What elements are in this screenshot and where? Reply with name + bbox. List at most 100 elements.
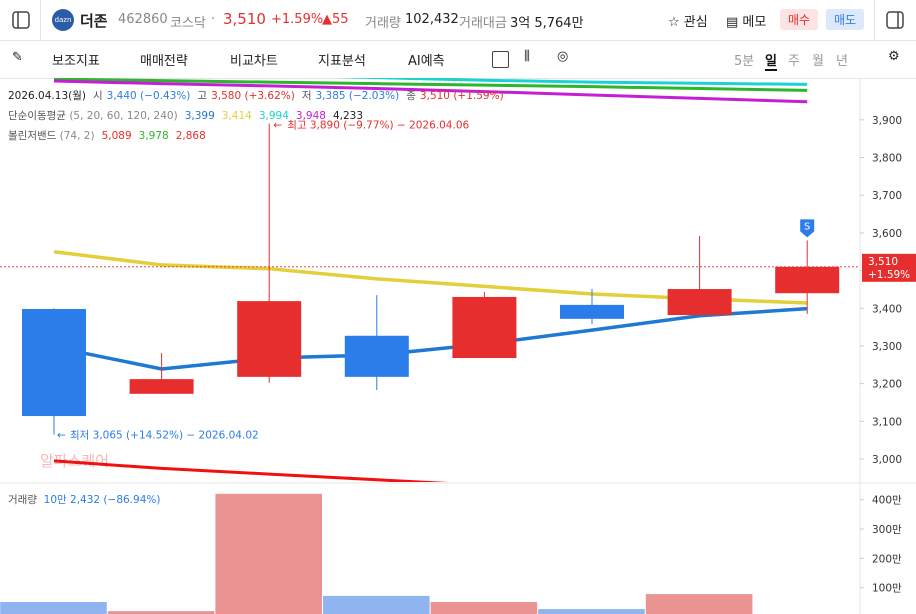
y-tick-label: 3,300 — [872, 341, 902, 353]
memo-label: 메모 — [742, 15, 767, 30]
volume-legend: 거래량 10만 2,432 (−86.94%) — [8, 492, 160, 507]
volume-value: 10만 2,432 (−86.94%) — [43, 494, 161, 506]
line-series — [53, 306, 808, 371]
bb-name: 볼린저밴드 — [8, 130, 57, 142]
bb-value: 5,089 — [101, 130, 132, 142]
line-series — [53, 79, 808, 104]
price-tag-value: 3,510 — [868, 256, 898, 268]
divider — [874, 0, 875, 40]
ma-value: 4,233 — [332, 110, 364, 122]
bb-legend: 볼린저밴드 (74, 2) 5,089 3,978 2,868 — [8, 128, 206, 143]
ma-value: 3,399 — [184, 110, 215, 122]
panel-icon[interactable] — [886, 11, 904, 29]
bb-value: 2,868 — [175, 130, 206, 142]
volume-bar — [430, 602, 538, 614]
period-tab[interactable]: 년 — [836, 54, 848, 69]
annotation-high: 최고 3,890 (−9.77%) − 2026.04.06 — [287, 120, 469, 132]
period-tab[interactable]: 일 — [765, 50, 777, 71]
volume-plot — [0, 493, 860, 614]
y-tick-label: 3,000 — [872, 454, 902, 466]
settings[interactable]: ⚙ — [888, 49, 900, 64]
period-tab[interactable]: 월 — [812, 54, 824, 69]
sidebar-icon[interactable] — [12, 11, 30, 29]
ma-legend: 단순이동평균 (5, 20, 60, 120, 240) 3,399 3,414 3,… — [8, 108, 363, 123]
watch-button[interactable]: ☆ 관심 — [668, 15, 708, 30]
change-pct: +1.59% — [271, 12, 324, 27]
toolbar-item[interactable]: 보조지표 — [52, 54, 100, 69]
ma-params: (5, 20, 60, 120, 240) — [69, 110, 178, 122]
candle-body — [22, 309, 86, 417]
arrow: ← — [273, 120, 282, 132]
ma-value: 3,414 — [221, 110, 252, 122]
divider — [40, 0, 41, 40]
volume-bar — [645, 594, 753, 614]
y-tick-label: 3,700 — [872, 190, 902, 202]
separator: · — [211, 12, 216, 27]
date: 2026.04.13(월) — [8, 90, 86, 102]
candle-body — [560, 304, 624, 319]
ma-value: 3,994 — [258, 110, 289, 122]
logo: dazn — [52, 9, 74, 31]
y-tick-label: 3,800 — [872, 153, 902, 165]
toolbar-item[interactable]: 지표분석 — [318, 54, 366, 69]
sell-button[interactable]: 매도 — [826, 9, 865, 30]
volume-bar — [538, 609, 645, 614]
volume-bar — [215, 493, 322, 614]
volume-tick-label: 300만 — [872, 524, 902, 536]
volume-bar — [107, 611, 215, 614]
annotation-low: 최저 3,065 (+14.52%) − 2026.04.02 — [70, 430, 259, 442]
toolbar — [0, 40, 916, 79]
change: ▲55 — [322, 12, 349, 27]
volume-title: 거래량 — [8, 494, 37, 506]
signal-marker — [800, 219, 815, 238]
price-tag — [862, 253, 916, 282]
ma-value: 3,948 — [295, 110, 326, 122]
y-tick-label: 3,900 — [872, 115, 902, 127]
bb-value: 3,978 — [138, 130, 169, 142]
y-tick-label: 3,200 — [872, 379, 902, 391]
ohlc-legend: 2026.04.13(월) 시 3,440 (−0.43%) 고 3,580 (+3.6… — [8, 88, 504, 103]
candle-body — [667, 289, 732, 316]
ohlc-label: 시 — [92, 90, 103, 102]
market: 코스닥 — [170, 16, 206, 31]
axes: 3,0003,1003,2003,3003,4003,5003,6003,700… — [860, 115, 916, 595]
candle-body — [237, 301, 302, 377]
ohlc-value: 3,440 (−0.43%) — [106, 90, 191, 102]
y-tick-label: 3,600 — [872, 228, 902, 240]
ohlc-label: 고 — [197, 90, 208, 102]
memo-button[interactable]: ▤ 메모 — [726, 15, 767, 30]
volume-tick-label: 100만 — [872, 583, 902, 595]
toolbar-item[interactable]: 비교차트 — [230, 54, 278, 69]
candle-body — [775, 266, 840, 294]
signal-label: S — [804, 221, 810, 232]
period-tab[interactable]: 5분 — [734, 54, 755, 69]
box-tool[interactable] — [492, 51, 509, 68]
volume-bar — [323, 595, 430, 614]
watch-label: 관심 — [683, 15, 708, 30]
toolbar-item[interactable]: 매매전략 — [140, 54, 188, 69]
ohlc-value: 3,510 (+1.59%) — [419, 90, 504, 102]
camera-tool[interactable]: ◎ — [557, 49, 569, 64]
price-tag-change: +1.59% — [868, 269, 910, 281]
volume-label: 거래량 — [365, 16, 401, 31]
ohlc-value: 3,385 (−2.03%) — [315, 90, 400, 102]
buy-button[interactable]: 매수 — [780, 9, 819, 30]
line-series — [53, 459, 449, 482]
amount-label: 거래대금 — [459, 16, 507, 31]
y-tick-label: 3,400 — [872, 303, 902, 315]
ohlc-label: 종 — [406, 90, 416, 102]
candle-tool[interactable]: ⫼ — [524, 49, 530, 64]
volume-tick-label: 400만 — [872, 495, 902, 507]
volume-tick-label: 200만 — [872, 553, 902, 565]
ohlc-value: 3,580 (+3.62%) — [211, 90, 295, 102]
y-tick-label: 3,100 — [872, 416, 902, 428]
volume-bar — [0, 602, 107, 614]
amount: 3억 5,764만 — [510, 16, 584, 31]
candle-body — [129, 379, 194, 394]
price: 3,510 — [223, 10, 266, 28]
period-tab[interactable]: 주 — [788, 54, 800, 69]
toolbar-item[interactable]: AI예측 — [408, 54, 445, 69]
draw-tool[interactable]: ✎ — [12, 50, 23, 65]
ma-name: 단순이동평균 — [8, 110, 66, 122]
